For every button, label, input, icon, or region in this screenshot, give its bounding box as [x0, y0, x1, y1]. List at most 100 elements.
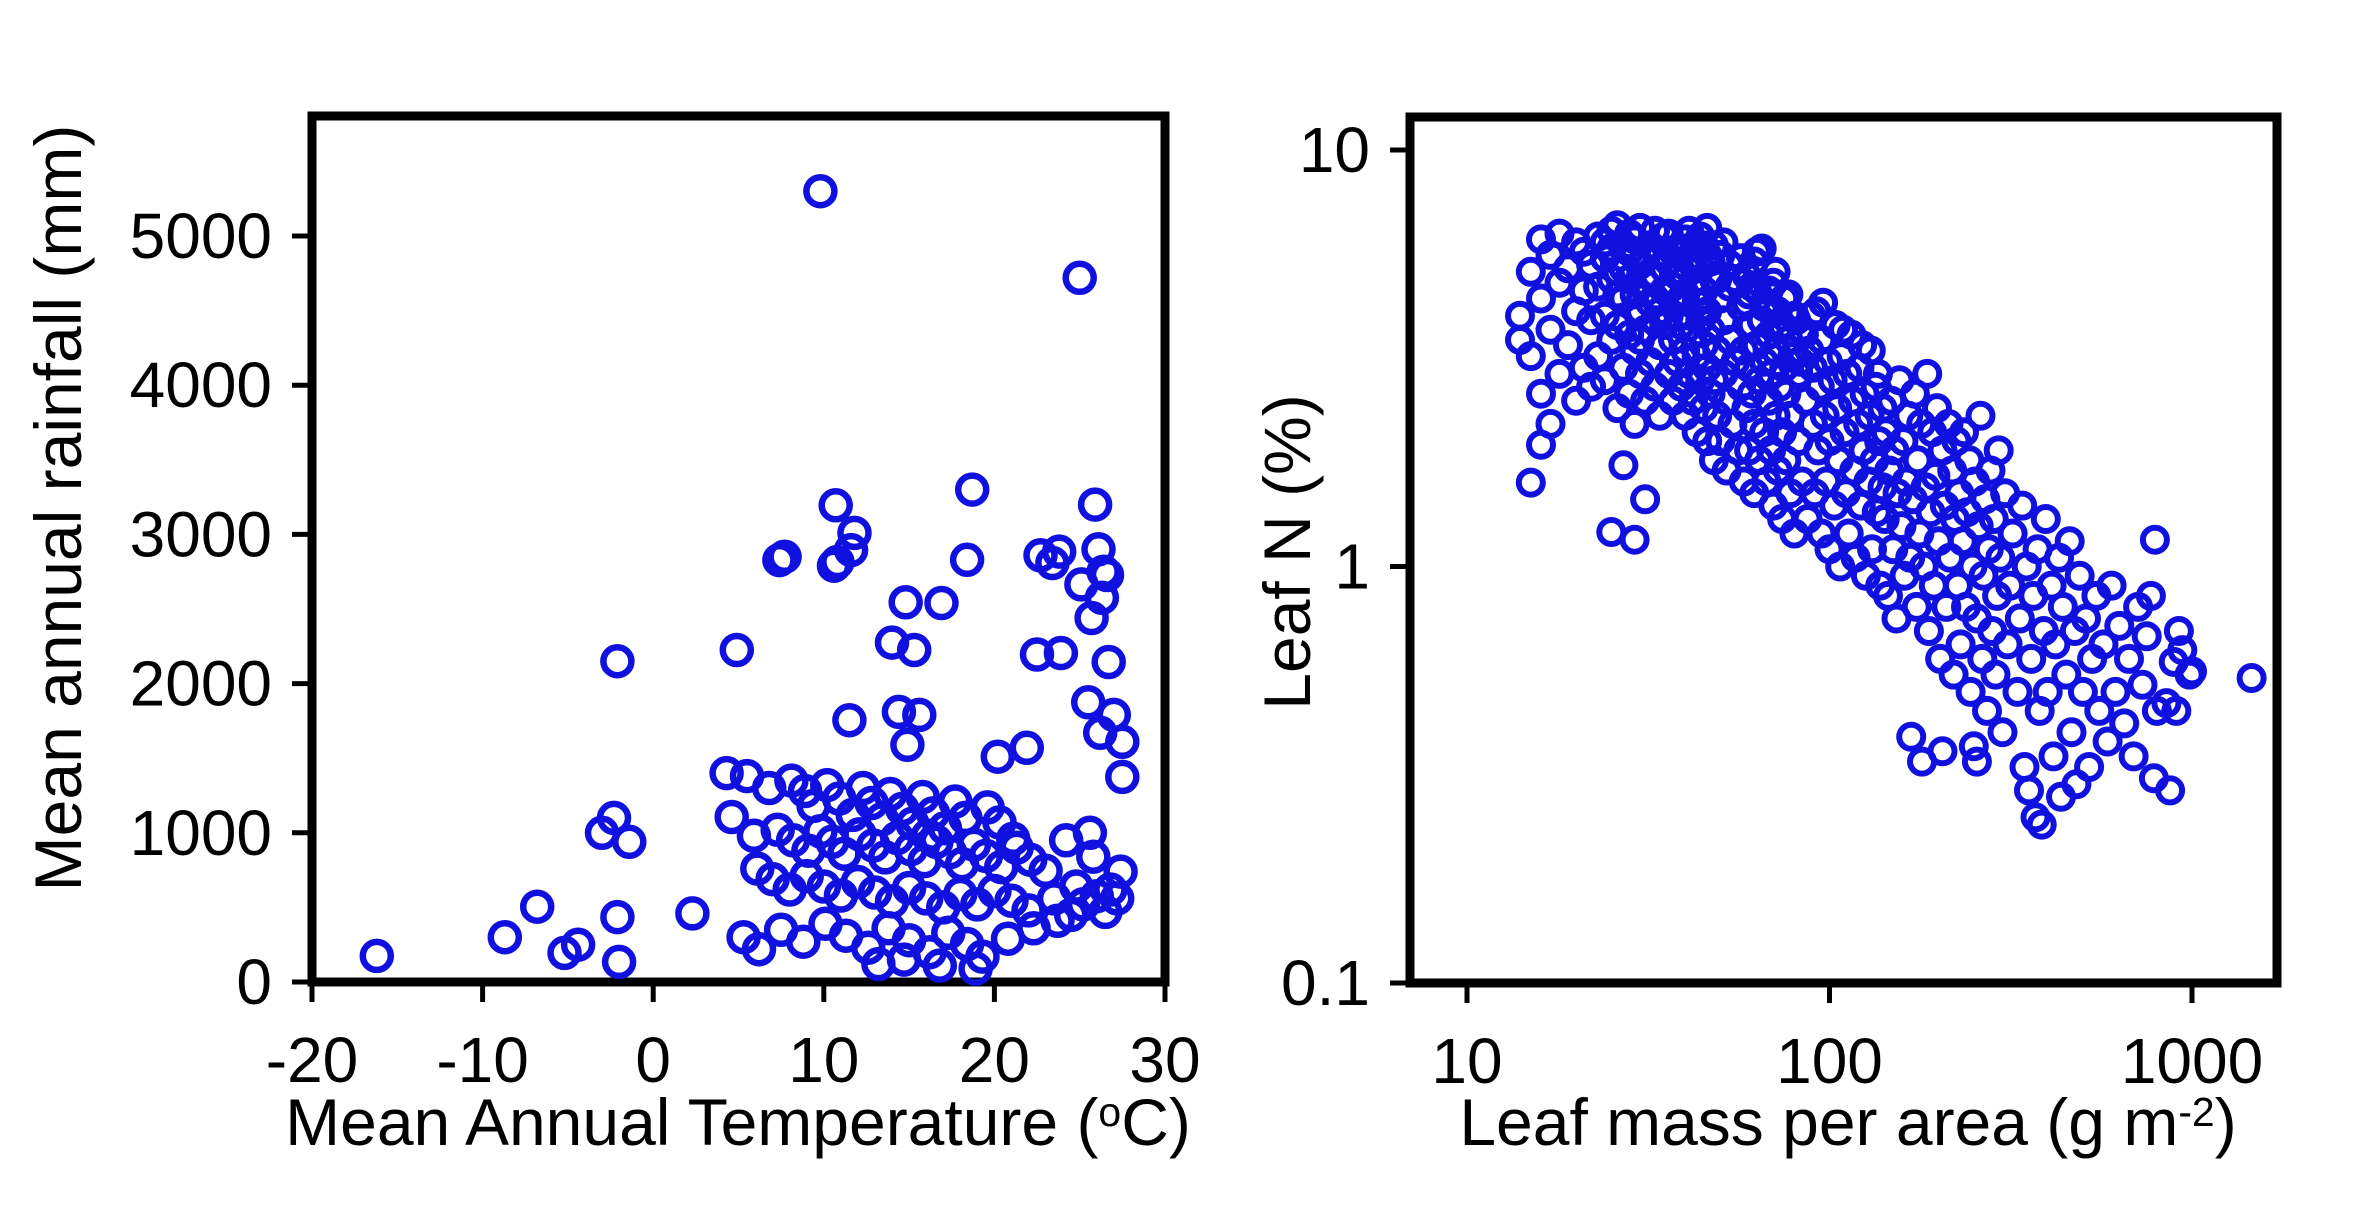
data-point	[1913, 616, 1944, 646]
data-point	[1602, 279, 1633, 310]
data-point	[2009, 752, 2040, 782]
data-point	[1997, 518, 2028, 549]
data-point	[1526, 378, 1556, 409]
data-point	[1806, 518, 1837, 549]
data-point	[1589, 227, 1620, 258]
data-point	[910, 818, 946, 854]
right-x-axis-title: Leaf mass per area (g m-2)	[1459, 1084, 2236, 1160]
data-point	[2155, 775, 2186, 806]
data-point	[908, 881, 944, 916]
x-tick-label: 30	[1129, 1024, 1200, 1096]
data-point	[675, 896, 710, 931]
data-point	[2236, 663, 2267, 693]
data-point	[1091, 644, 1126, 680]
data-point	[2014, 775, 2044, 806]
y-tick-label: 3000	[130, 498, 272, 570]
data-point	[1625, 324, 1655, 355]
data-point	[1955, 676, 1986, 707]
data-point	[881, 694, 917, 730]
data-point	[1992, 629, 2023, 660]
data-point	[818, 488, 853, 523]
data-point	[1817, 365, 1848, 396]
data-point	[2088, 629, 2119, 660]
data-point	[1553, 330, 1583, 361]
y-tick-label: 1	[1334, 531, 1370, 603]
y-tick-label: 10	[1299, 114, 1370, 186]
data-point	[714, 799, 749, 835]
data-point	[741, 931, 777, 967]
data-point	[1963, 511, 1994, 542]
data-point	[2002, 676, 2033, 707]
y-tick-label: 2000	[130, 648, 272, 720]
data-point	[2161, 695, 2192, 726]
data-point	[902, 697, 937, 733]
y-tick-label: 0.1	[1281, 947, 1370, 1019]
data-point	[1535, 314, 1566, 345]
data-point	[1967, 643, 1998, 674]
x-tick-label: 100	[1776, 1025, 1883, 1097]
data-point	[1062, 260, 1097, 296]
data-point	[1568, 275, 1599, 306]
data-point	[2135, 580, 2166, 611]
data-point	[2004, 603, 2035, 634]
data-point	[2100, 676, 2131, 707]
data-point	[2084, 695, 2115, 726]
degree-superscript: o	[1098, 1089, 1122, 1136]
plot-frame	[1405, 112, 2282, 988]
data-point	[2114, 643, 2144, 674]
data-point	[1526, 283, 1556, 314]
data-point	[1987, 717, 2018, 748]
data-point	[1980, 659, 2011, 690]
data-point	[1995, 570, 2026, 601]
y-tick-label: 1000	[130, 797, 272, 869]
data-point	[1808, 287, 1839, 318]
data-point	[2118, 741, 2149, 772]
y-tick-label: 4000	[130, 349, 272, 421]
data-point	[1927, 736, 1958, 767]
data-point	[487, 919, 523, 955]
x-tick-label: 20	[959, 1024, 1030, 1096]
data-point	[786, 924, 821, 959]
data-point	[1945, 629, 1976, 660]
data-point	[1619, 408, 1650, 439]
data-point	[1576, 305, 1607, 336]
chart-rainfall-vs-temperature: -20 -10 0 10 20 30 0 1000 2000 3000 4000 5000	[130, 111, 1201, 1096]
data-point	[601, 944, 637, 980]
right-y-axis-title-text: Leaf N (%)	[1250, 394, 1324, 710]
data-point	[1019, 637, 1055, 672]
data-point	[1833, 518, 1864, 549]
data-point	[1896, 721, 1927, 752]
data-point	[2109, 708, 2140, 739]
data-point	[519, 889, 555, 924]
data-point	[1105, 724, 1140, 760]
data-point	[762, 542, 797, 578]
data-point	[2038, 741, 2069, 772]
data-point	[2067, 676, 2098, 707]
data-point	[1515, 256, 1546, 287]
data-point	[2074, 752, 2105, 782]
data-point	[2040, 629, 2071, 660]
data-point	[719, 632, 755, 668]
data-point	[2104, 610, 2135, 641]
data-point	[1076, 839, 1111, 874]
data-point	[2030, 504, 2061, 534]
data-point	[1783, 358, 1814, 389]
left-x-axis-title-text: Mean Annual Temperature (	[285, 1085, 1099, 1159]
data-point	[857, 875, 893, 910]
plot-frame	[307, 111, 1170, 987]
x-tick-label: 10	[788, 1024, 859, 1096]
data-point	[1074, 600, 1109, 636]
data-point	[1961, 746, 1992, 777]
data-point	[1912, 358, 1943, 389]
data-point	[1949, 417, 1979, 448]
exponent-superscript: -2	[2178, 1089, 2215, 1136]
data-point	[1746, 233, 1777, 264]
data-point	[1978, 504, 2009, 534]
data-point	[709, 755, 744, 791]
data-point	[2047, 591, 2078, 622]
data-point	[2032, 676, 2063, 707]
data-point	[1920, 460, 1951, 491]
data-point	[2026, 809, 2057, 840]
data-point	[980, 739, 1016, 774]
data-point	[922, 948, 958, 983]
